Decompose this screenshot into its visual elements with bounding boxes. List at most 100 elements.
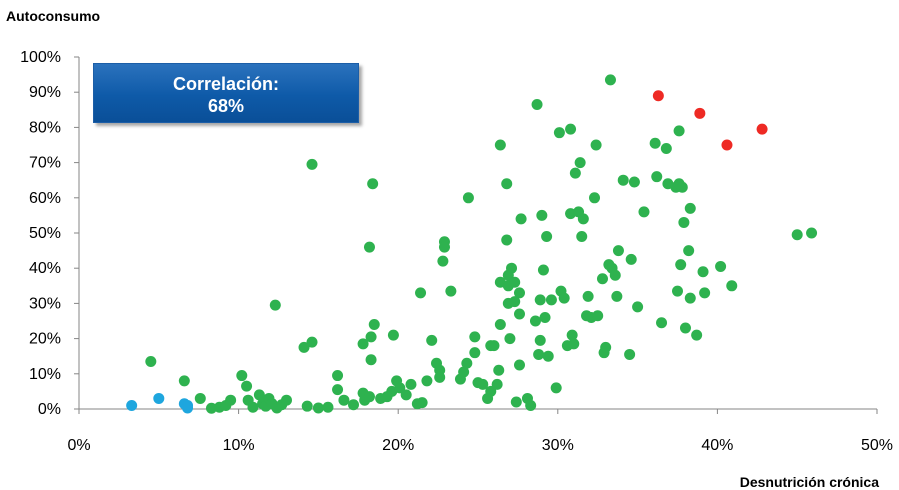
data-point-blue (182, 402, 194, 414)
data-point-green (322, 401, 334, 413)
data-point-green (501, 234, 513, 246)
data-point-green (678, 216, 690, 228)
x-tick-label: 10% (223, 437, 255, 454)
tick-labels: 0% 10% 20% 30% 40% 50% 60% 70% 80% 90% 100% 0% 10% 20… (20, 49, 893, 454)
data-point-green (576, 231, 588, 243)
data-point-green (509, 276, 521, 288)
data-point-green (438, 241, 450, 253)
y-tick-label: 10% (29, 366, 61, 383)
y-tick-label: 20% (29, 331, 61, 348)
data-point-green (566, 329, 578, 341)
data-point-green (312, 402, 324, 414)
data-point-green (506, 262, 518, 274)
data-point-green (491, 378, 503, 390)
data-point-green (565, 123, 577, 135)
data-point-green (684, 202, 696, 214)
data-point-green (488, 340, 500, 352)
x-tick-label: 30% (542, 437, 574, 454)
y-tick-label: 60% (29, 190, 61, 207)
data-point-green (568, 338, 580, 350)
data-point-green (541, 231, 553, 243)
data-points (126, 74, 818, 414)
data-point-green (494, 139, 506, 151)
data-point-green (368, 319, 380, 331)
data-point-green (791, 229, 803, 241)
data-point-green (676, 181, 688, 193)
data-point-green (679, 322, 691, 334)
data-point-green (550, 382, 562, 394)
data-point-red (756, 123, 768, 135)
data-point-green (357, 338, 369, 350)
data-point-green (600, 341, 612, 353)
y-axis-title: Autoconsumo (6, 8, 101, 24)
data-point-green (691, 329, 703, 341)
data-point-green (632, 301, 644, 313)
data-point-green (660, 143, 672, 155)
data-point-red (721, 139, 733, 151)
data-point-green (525, 399, 537, 411)
data-point-green (194, 392, 206, 404)
data-point-green (537, 264, 549, 276)
data-point-green (509, 296, 521, 308)
data-point-green (536, 209, 548, 221)
data-point-green (673, 125, 685, 137)
data-point-green (604, 74, 616, 86)
data-point-green (485, 385, 497, 397)
data-point-green (145, 355, 157, 367)
data-point-green (697, 266, 709, 278)
data-point-red (694, 107, 706, 119)
data-point-green (269, 299, 281, 311)
data-point-green (458, 366, 470, 378)
data-point-green (332, 370, 344, 382)
data-point-green (569, 167, 581, 179)
data-point-green (363, 391, 375, 403)
data-point-green (363, 241, 375, 253)
data-point-green (624, 348, 636, 360)
data-point-green (469, 331, 481, 343)
data-point-green (638, 206, 650, 218)
data-point-green (513, 359, 525, 371)
data-point-green (247, 401, 259, 413)
data-point-green (426, 334, 438, 346)
x-tick-label: 40% (701, 437, 733, 454)
data-point-green (628, 176, 640, 188)
data-point-green (348, 399, 360, 411)
y-tick-label: 30% (29, 295, 61, 312)
y-tick-label: 90% (29, 84, 61, 101)
data-point-green (405, 378, 417, 390)
data-point-green (589, 192, 601, 204)
data-point-green (611, 290, 623, 302)
data-point-green (298, 341, 310, 353)
correlation-label: Correlación: (172, 74, 280, 94)
data-point-green (365, 354, 377, 366)
data-point-green (513, 308, 525, 320)
data-point-green (649, 137, 661, 149)
data-point-green (338, 394, 350, 406)
data-point-green (534, 294, 546, 306)
data-point-green (592, 310, 604, 322)
data-point-green (625, 253, 637, 265)
data-point-green (434, 371, 446, 383)
data-point-green (415, 287, 427, 299)
y-tick-label: 100% (20, 49, 61, 66)
data-point-green (513, 287, 525, 299)
x-tick-label: 50% (861, 437, 893, 454)
data-point-green (558, 292, 570, 304)
data-point-green (533, 348, 545, 360)
data-point-green (545, 294, 557, 306)
data-point-green (241, 380, 253, 392)
data-point-green (178, 375, 190, 387)
data-point-green (582, 290, 594, 302)
y-tick-label: 70% (29, 155, 61, 172)
data-point-blue (153, 392, 165, 404)
data-point-green (675, 259, 687, 271)
data-point-red (652, 90, 664, 102)
data-point-green (469, 347, 481, 359)
data-point-green (510, 396, 522, 408)
data-point-green (477, 378, 489, 390)
data-point-green (504, 333, 516, 345)
data-point-green (806, 227, 818, 239)
y-tick-label: 50% (29, 225, 61, 242)
x-tick-label: 0% (67, 437, 90, 454)
